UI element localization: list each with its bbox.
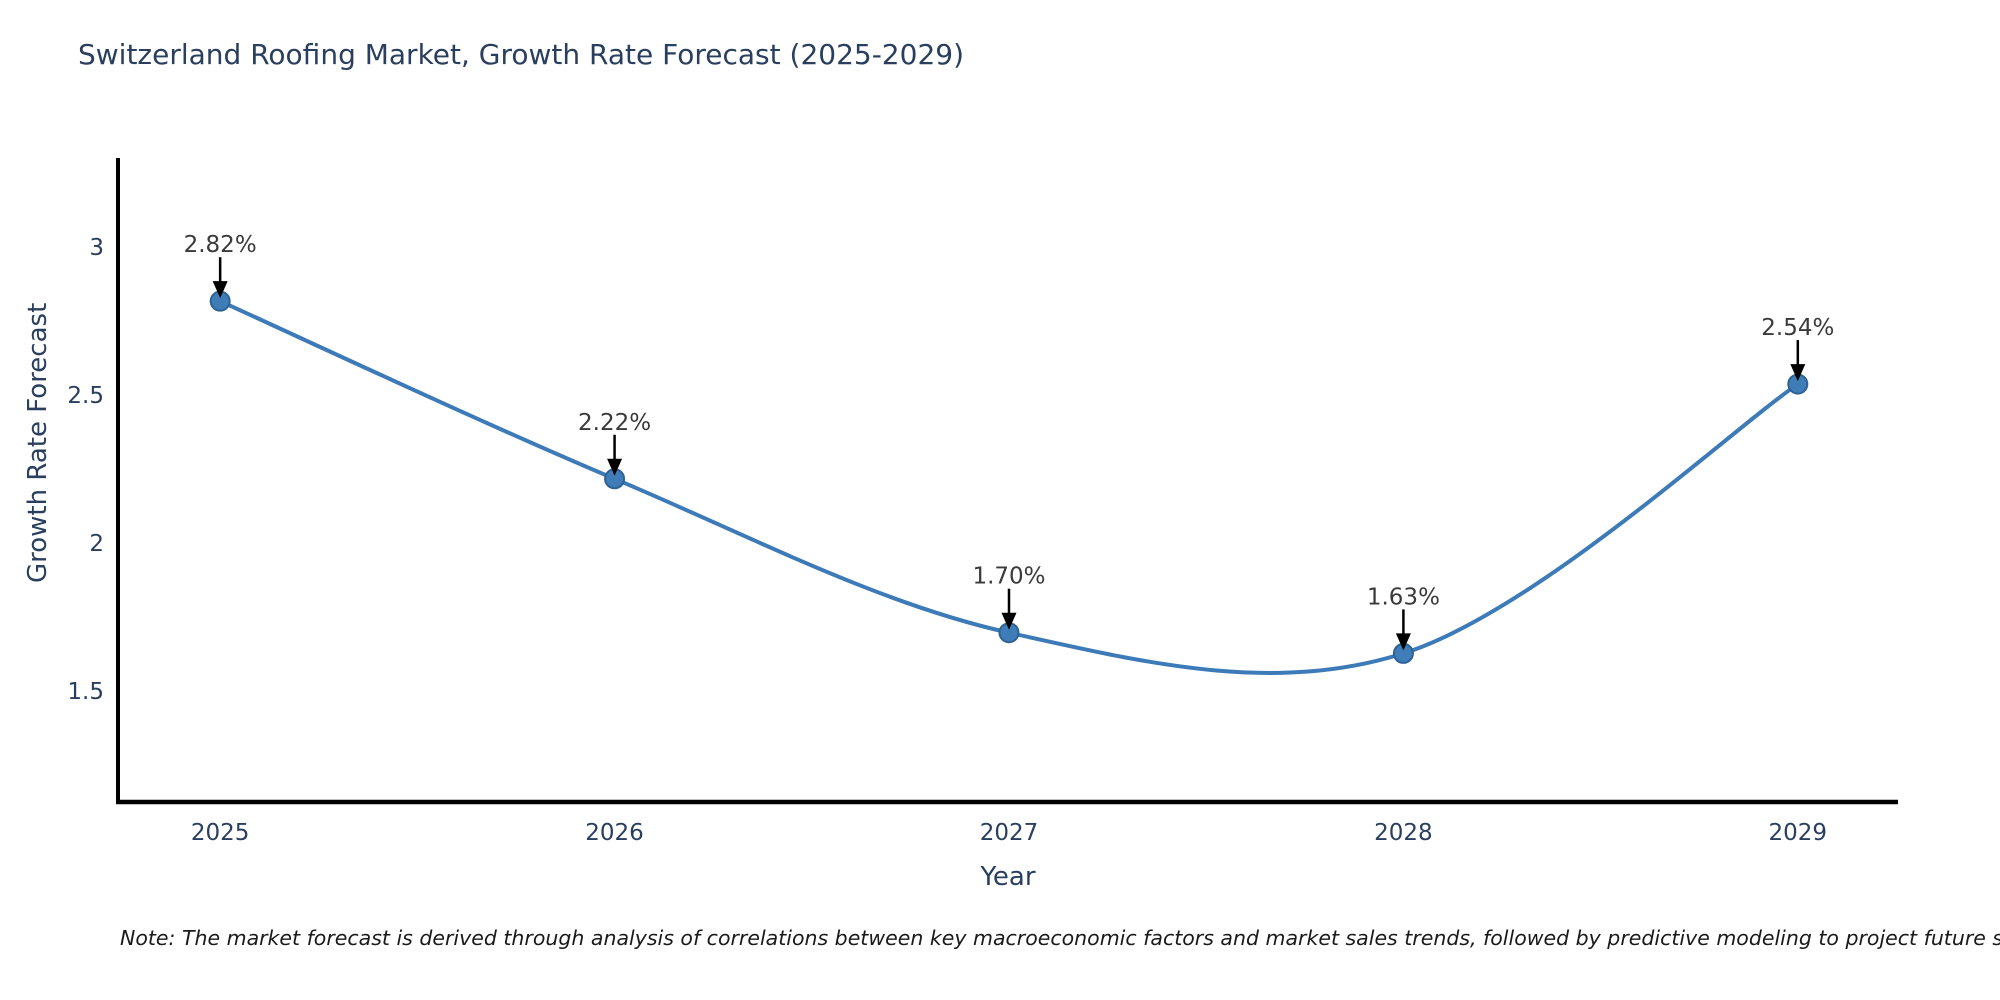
x-axis-title: Year <box>980 862 1036 892</box>
annotation-label: 1.63% <box>1367 584 1440 610</box>
annotation-arrow-head-icon <box>212 281 228 299</box>
annotation-arrow-head-icon <box>1395 633 1411 651</box>
y-tick-label: 2.5 <box>67 383 104 409</box>
annotation-label: 2.22% <box>578 410 651 436</box>
y-tick-label: 3 <box>89 235 104 261</box>
x-tick-label: 2027 <box>980 820 1039 846</box>
y-tick-label: 2 <box>89 531 104 557</box>
x-tick-label: 2025 <box>191 820 250 846</box>
annotation-arrow-head-icon <box>1001 612 1017 630</box>
x-tick-label: 2029 <box>1769 820 1828 846</box>
annotation-label: 2.54% <box>1761 315 1834 341</box>
forecast-note: Note: The market forecast is derived thr… <box>120 926 2000 950</box>
annotation-label: 1.70% <box>972 564 1045 590</box>
x-tick-label: 2026 <box>585 820 644 846</box>
annotation-label: 2.82% <box>184 232 257 258</box>
annotation-arrow-head-icon <box>1790 364 1806 382</box>
annotation-arrow-head-icon <box>607 458 623 476</box>
chart-title: Switzerland Roofing Market, Growth Rate … <box>78 38 964 71</box>
x-tick-label: 2028 <box>1374 820 1433 846</box>
y-tick-label: 1.5 <box>67 679 104 705</box>
